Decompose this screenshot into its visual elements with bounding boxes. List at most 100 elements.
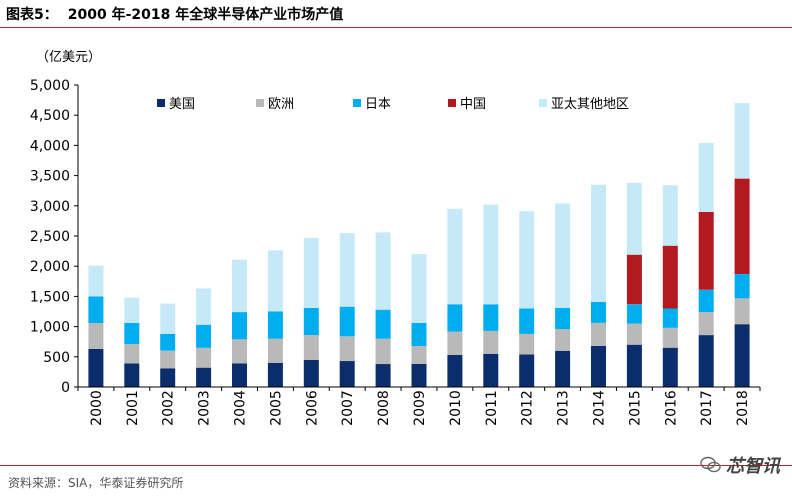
bar-2013-series-0: [555, 350, 571, 387]
watermark-text: 芯智讯: [726, 456, 780, 477]
bar-2001-series-1: [124, 344, 140, 364]
x-tick-label: 2006: [304, 390, 320, 426]
bar-2017-series-0: [698, 335, 714, 387]
bar-2008-series-1: [375, 338, 391, 365]
bar-2003-series-1: [196, 347, 212, 368]
bar-2008-series-2: [375, 309, 391, 339]
bar-2004-series-1: [232, 339, 247, 364]
bar-2014-series-2: [591, 301, 606, 323]
bar-2014-series-0: [591, 345, 606, 387]
bar-2015-series-3: [626, 254, 642, 305]
bar-2005-series-2: [267, 311, 283, 339]
bar-2016-series-1: [662, 327, 678, 348]
bar-2002-series-1: [160, 350, 176, 369]
watermark: 芯智讯: [700, 452, 780, 478]
bar-2002-series-2: [160, 333, 176, 351]
y-axis-unit-label: （亿美元）: [36, 50, 102, 65]
bar-2015-series-0: [626, 344, 642, 387]
bar-2015-series-4: [626, 182, 642, 255]
y-tick-label: 3,500: [30, 169, 70, 185]
x-tick-label: 2005: [268, 390, 284, 426]
y-tick-label: 3,000: [30, 199, 70, 215]
bar-2009-series-0: [411, 364, 427, 387]
y-tick-label: 4,500: [30, 108, 70, 124]
x-tick-label: 2010: [448, 390, 464, 426]
y-tick-label: 0: [61, 380, 70, 396]
bar-2008-series-0: [375, 364, 391, 387]
legend-label: 美国: [169, 97, 195, 112]
x-tick-label: 2011: [484, 390, 500, 426]
bar-2012-series-1: [519, 333, 535, 355]
bar-2017-series-4: [698, 143, 714, 212]
bar-2009-series-2: [411, 323, 427, 346]
x-tick-label: 2015: [627, 390, 643, 426]
bar-2014-series-4: [591, 184, 606, 302]
bar-2000-series-0: [88, 348, 104, 387]
bar-2003-series-0: [196, 367, 212, 387]
legend-label: 欧洲: [268, 97, 294, 112]
bar-2003-series-2: [196, 324, 212, 348]
bar-2003-series-4: [196, 288, 212, 325]
bar-2015-series-2: [626, 304, 642, 324]
bar-2001-series-4: [124, 297, 140, 323]
bar-2010-series-4: [447, 208, 463, 305]
source-note: 资料来源：SIA，华泰证券研究所: [8, 476, 184, 490]
bar-2015-series-1: [626, 323, 642, 345]
x-tick-label: 2018: [735, 390, 751, 426]
bar-2007-series-4: [339, 233, 355, 307]
bar-2016-series-4: [662, 185, 678, 246]
y-tick-label: 4,000: [30, 138, 70, 154]
legend-swatch: [353, 99, 361, 107]
wechat-icon: [700, 456, 721, 473]
legend-swatch: [539, 99, 547, 107]
legend-swatch: [157, 99, 165, 107]
axes-layer: 0 500 1,000 1,500 2,000 2,500 3,000 3,500 4,000 4…: [30, 78, 761, 426]
x-tick-label: 2014: [591, 390, 607, 426]
bar-2007-series-2: [339, 306, 355, 337]
x-tick-label: 2013: [556, 390, 572, 426]
y-tick-label: 2,500: [30, 229, 70, 245]
y-tick-label: 1,500: [30, 289, 70, 305]
y-tick-label: 500: [43, 350, 70, 366]
bar-2000-series-4: [88, 265, 104, 297]
bar-2007-series-1: [339, 336, 355, 362]
x-tick-label: 2017: [699, 390, 715, 426]
bars-layer: [88, 103, 750, 387]
bar-2016-series-3: [662, 245, 678, 309]
bar-2017-series-1: [698, 312, 714, 336]
x-tick-label: 2007: [340, 390, 356, 426]
bar-2002-series-4: [160, 303, 176, 334]
x-tick-label: 2016: [663, 390, 679, 426]
bar-2011-series-4: [483, 204, 499, 305]
legend-label: 亚太其他地区: [551, 97, 629, 112]
bar-2013-series-4: [555, 203, 571, 308]
bar-2004-series-2: [232, 312, 247, 340]
bar-2004-series-0: [232, 363, 247, 387]
y-tick-label: 2,000: [30, 259, 70, 275]
x-tick-label: 2009: [412, 390, 428, 426]
bar-2012-series-0: [519, 354, 535, 387]
x-tick-label: 2004: [233, 390, 249, 426]
bar-2016-series-2: [662, 308, 678, 328]
chart-title: 图表5： 2000 年-2018 年全球半导体产业市场产值: [6, 4, 343, 24]
bar-2018-series-2: [734, 274, 750, 299]
bar-2001-series-2: [124, 323, 140, 345]
bottom-divider: [0, 465, 792, 466]
figure-title: 2000 年-2018 年全球半导体产业市场产值: [67, 7, 344, 23]
bar-2008-series-4: [375, 232, 391, 310]
bar-2010-series-2: [447, 304, 463, 332]
bar-2006-series-4: [303, 237, 319, 308]
bar-2013-series-1: [555, 329, 571, 351]
bar-2002-series-0: [160, 368, 176, 387]
bar-2006-series-0: [303, 359, 319, 387]
x-tick-label: 2012: [520, 390, 536, 426]
bar-2011-series-2: [483, 304, 499, 331]
bar-2005-series-4: [267, 250, 283, 312]
figure-number: 图表5：: [6, 7, 58, 23]
bar-2011-series-1: [483, 330, 499, 354]
legend-swatch: [256, 99, 264, 107]
bar-2009-series-1: [411, 345, 427, 364]
bar-2013-series-2: [555, 307, 571, 329]
bar-2001-series-0: [124, 363, 140, 387]
